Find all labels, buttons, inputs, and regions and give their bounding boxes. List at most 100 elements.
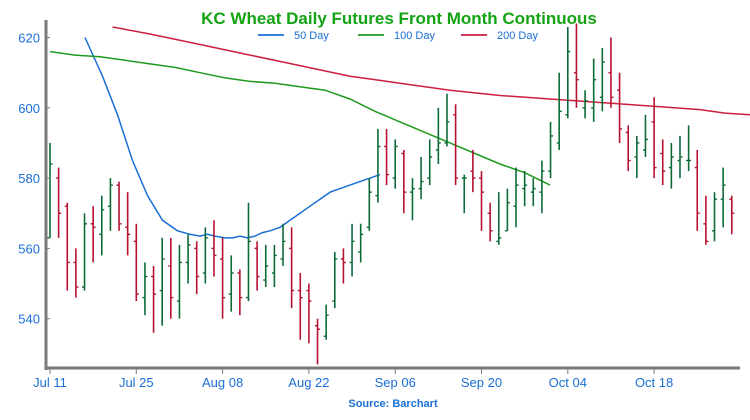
ohlc-bar [418, 157, 424, 200]
ohlc-bar [263, 244, 269, 288]
ohlc-bar [591, 58, 597, 122]
ohlc-bar [453, 104, 459, 186]
legend-item: 200 Day [461, 30, 538, 42]
ohlc-bar [461, 174, 467, 214]
ohlc-bar [435, 107, 441, 165]
y-tick-label: 580 [18, 171, 40, 186]
ohlc-bar [82, 213, 88, 291]
ohlc-bar [185, 234, 191, 284]
ohlc-bar [245, 202, 251, 302]
ohlc-bar [496, 192, 502, 245]
ohlc-bar [366, 178, 372, 231]
ohlc-bar [99, 195, 105, 256]
ohlc-bar [582, 90, 588, 119]
ohlc-bar [116, 181, 122, 231]
x-tick-label: Jul 11 [33, 375, 67, 390]
legend-item: 50 Day [258, 30, 329, 42]
x-tick-label: Aug 08 [202, 375, 243, 390]
ohlc-bar [694, 149, 700, 231]
ohlc-bar [107, 178, 113, 231]
ohlc-bar [548, 121, 554, 179]
price-bars [47, 23, 735, 365]
chart-source: Source: Barchart [348, 398, 438, 410]
ma-line-200-day [112, 26, 750, 116]
ohlc-bar [729, 195, 735, 235]
ohlc-bar [479, 171, 484, 231]
ohlc-bar [306, 283, 312, 344]
ohlc-bar [297, 273, 303, 340]
ohlc-bar [254, 241, 260, 291]
ohlc-bar [444, 93, 450, 147]
ohlc-bar [565, 26, 571, 119]
legend-label: 200 Day [497, 30, 538, 42]
ohlc-bar [409, 178, 415, 221]
ohlc-bar [573, 23, 579, 108]
y-axis-ticks: 540 560 580 600 620 [18, 31, 50, 327]
ohlc-bar [703, 195, 709, 245]
ohlc-bar [142, 262, 148, 316]
ohlc-bar [133, 223, 139, 302]
ohlc-bar [401, 149, 407, 214]
legend: 50 Day 100 Day 200 Day [258, 30, 538, 42]
ohlc-bar [151, 265, 157, 333]
ohlc-bar [539, 160, 545, 214]
chart-title: KC Wheat Daily Futures Front Month Conti… [201, 9, 597, 28]
ohlc-bar [159, 237, 165, 326]
ohlc-bar [522, 171, 528, 207]
ohlc-bar [358, 223, 364, 263]
ma-line-100-day [49, 50, 551, 186]
ohlc-bar [617, 72, 623, 143]
ohlc-bar [220, 237, 226, 319]
y-tick-label: 620 [18, 31, 40, 46]
ohlc-bar [487, 202, 493, 242]
ohlc-bar [323, 304, 329, 340]
ohlc-bar [556, 72, 562, 150]
ohlc-bar [168, 237, 174, 319]
ohlc-bar [332, 251, 338, 309]
ohlc-bar [340, 248, 346, 284]
x-tick-label: Jul 25 [119, 375, 154, 390]
ohlc-bar [202, 227, 208, 284]
ohlc-bar [642, 114, 648, 158]
ohlc-bar [677, 135, 683, 179]
ohlc-bar [315, 318, 321, 365]
ohlc-bar [211, 220, 217, 277]
legend-label: 50 Day [294, 30, 329, 42]
ohlc-bar [504, 188, 510, 232]
ohlc-bar [513, 167, 519, 228]
ohlc-bar [660, 139, 666, 186]
ohlc-bar [712, 192, 718, 242]
ohlc-bar [194, 241, 200, 295]
ohlc-bar [530, 178, 536, 207]
ohlc-bar [651, 97, 657, 179]
ohlc-bar [176, 244, 182, 319]
x-tick-label: Oct 18 [635, 375, 673, 390]
ohlc-bar [392, 139, 398, 189]
ohlc-bar [125, 192, 131, 256]
ohlc-bar [280, 223, 286, 266]
ohlc-bar [228, 255, 234, 312]
legend-label: 100 Day [394, 30, 435, 42]
legend-item: 100 Day [358, 30, 435, 42]
ohlc-bar [608, 37, 614, 108]
x-tick-label: Aug 22 [288, 375, 329, 390]
y-tick-label: 600 [18, 101, 40, 116]
ohlc-bar [271, 244, 277, 288]
ohlc-bar [634, 135, 640, 179]
ohlc-bar [625, 125, 631, 172]
moving-average-lines [49, 26, 750, 239]
x-tick-label: Oct 04 [549, 375, 587, 390]
ohlc-bar [470, 149, 476, 193]
ohlc-bar [720, 167, 726, 228]
x-tick-label: Sep 06 [375, 375, 416, 390]
y-tick-label: 560 [18, 241, 40, 256]
ohlc-bar [668, 142, 674, 189]
ohlc-bar [349, 223, 355, 277]
ohlc-bar [686, 125, 692, 172]
ma-line-50-day [84, 37, 381, 239]
ohlc-bar [64, 202, 70, 291]
ohlc-bar [289, 227, 295, 309]
ohlc-bar [427, 139, 433, 186]
ohlc-bar [56, 167, 62, 238]
